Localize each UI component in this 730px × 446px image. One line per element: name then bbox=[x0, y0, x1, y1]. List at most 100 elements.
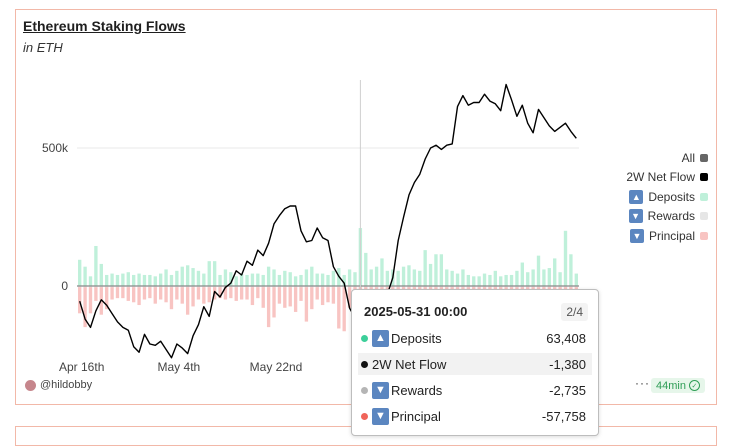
more-options-icon[interactable]: ··· bbox=[635, 376, 650, 390]
principal-bar bbox=[121, 287, 125, 299]
principal-bar bbox=[396, 287, 400, 290]
tooltip-page-indicator[interactable]: 2/4 bbox=[561, 303, 588, 321]
deposit-bar bbox=[191, 268, 195, 286]
deposit-bar bbox=[520, 262, 524, 286]
principal-bar bbox=[504, 287, 508, 290]
deposit-bar bbox=[185, 265, 190, 286]
principal-bar bbox=[234, 287, 238, 301]
legend-item-principal[interactable]: ▼ Principal bbox=[626, 226, 708, 246]
principal-bar bbox=[245, 287, 249, 300]
deposit-bar bbox=[428, 263, 433, 286]
deposit-bar bbox=[347, 269, 352, 286]
legend-item-deposits[interactable]: ▲ Deposits bbox=[626, 187, 708, 207]
deposit-bar bbox=[423, 250, 427, 286]
principal-bar bbox=[450, 287, 454, 290]
deposit-bar bbox=[499, 276, 503, 286]
tooltip-row-rewards: ▼ Rewards -2,735 bbox=[358, 379, 592, 401]
principal-bar bbox=[320, 287, 325, 306]
deposit-bar bbox=[272, 269, 276, 286]
deposit-bar bbox=[288, 272, 292, 286]
chart-title[interactable]: Ethereum Staking Flows bbox=[23, 18, 186, 34]
legend: All 2W Net Flow ▲ Deposits ▼ Rewards ▼ P… bbox=[626, 148, 708, 246]
down-arrow-icon: ▼ bbox=[372, 407, 389, 425]
principal-bar bbox=[542, 287, 546, 290]
deposit-bar bbox=[558, 272, 562, 286]
deposit-bar bbox=[553, 258, 557, 286]
x-tick-label: Apr 16th bbox=[59, 360, 104, 374]
deposit-bar bbox=[137, 273, 141, 286]
deposit-bar bbox=[364, 252, 368, 286]
deposit-bar bbox=[299, 274, 303, 286]
deposit-bar bbox=[126, 272, 130, 286]
tooltip-dot-rewards bbox=[361, 386, 368, 394]
up-arrow-icon: ▲ bbox=[629, 189, 644, 204]
deposit-bar bbox=[256, 273, 260, 286]
legend-swatch-net-flow bbox=[700, 173, 708, 182]
legend-swatch-rewards bbox=[700, 212, 708, 221]
deposit-bar bbox=[509, 274, 514, 286]
chart-tooltip: 2025-05-31 00:00 2/4 ▲ Deposits 63,408 2… bbox=[351, 289, 599, 436]
principal-bar bbox=[401, 287, 406, 290]
deposit-bar bbox=[412, 269, 417, 286]
tooltip-label-net-flow: 2W Net Flow bbox=[372, 356, 447, 372]
principal-bar bbox=[563, 287, 568, 290]
deposit-bar bbox=[94, 245, 98, 286]
principal-bar bbox=[153, 287, 157, 304]
legend-swatch-all bbox=[700, 153, 708, 162]
principal-bar bbox=[185, 287, 190, 315]
deposit-bar bbox=[261, 274, 265, 286]
deposit-bar bbox=[293, 276, 298, 286]
deposit-bar bbox=[455, 273, 460, 286]
tooltip-value-net-flow: -1,380 bbox=[549, 356, 586, 372]
principal-bar bbox=[250, 287, 255, 306]
deposit-bar bbox=[239, 273, 244, 286]
legend-label-net-flow: 2W Net Flow bbox=[626, 170, 695, 185]
deposit-bar bbox=[180, 266, 184, 286]
y-tick-label: 500k bbox=[42, 141, 69, 155]
deposit-bar bbox=[83, 266, 87, 286]
principal-bar bbox=[434, 287, 438, 290]
tooltip-value-rewards: -2,735 bbox=[549, 382, 586, 398]
principal-bar bbox=[536, 287, 541, 290]
author-credit[interactable]: @hildobby bbox=[25, 379, 92, 391]
tooltip-label-rewards: Rewards bbox=[391, 382, 443, 398]
principal-bar bbox=[94, 287, 98, 301]
legend-item-all[interactable]: All bbox=[626, 148, 708, 168]
chart-svg[interactable]: 0 500k Apr 16th May 4th May 22nd bbox=[0, 0, 730, 436]
principal-bar bbox=[326, 287, 330, 303]
principal-bar bbox=[445, 287, 449, 290]
principal-bar bbox=[493, 287, 498, 290]
avatar bbox=[25, 379, 36, 391]
legend-swatch-deposits bbox=[700, 192, 708, 201]
principal-bar bbox=[499, 287, 503, 290]
deposit-bar bbox=[105, 274, 109, 286]
deposit-bar bbox=[202, 273, 206, 286]
principal-bar bbox=[164, 287, 168, 303]
down-arrow-icon: ▼ bbox=[629, 228, 644, 243]
deposit-bar bbox=[439, 254, 444, 286]
deposit-bar bbox=[445, 269, 449, 286]
principal-bar bbox=[126, 287, 130, 301]
principal-bar bbox=[299, 287, 303, 301]
principal-bar bbox=[331, 287, 336, 304]
legend-item-net-flow[interactable]: 2W Net Flow bbox=[626, 168, 708, 188]
deposit-bar bbox=[266, 266, 271, 286]
principal-bar bbox=[342, 287, 346, 332]
principal-bar bbox=[477, 287, 481, 290]
refresh-status-badge[interactable]: 44min ✓ bbox=[651, 378, 705, 393]
legend-item-rewards[interactable]: ▼ Rewards bbox=[626, 207, 708, 227]
deposit-bar bbox=[196, 270, 201, 286]
deposit-bar bbox=[320, 273, 325, 286]
tooltip-row-deposits: ▲ Deposits 63,408 bbox=[358, 327, 592, 349]
tooltip-value-deposits: 63,408 bbox=[546, 330, 586, 346]
deposit-bar bbox=[245, 274, 249, 286]
principal-bar bbox=[207, 287, 211, 303]
principal-bar bbox=[472, 287, 476, 290]
deposit-bar bbox=[504, 274, 508, 286]
deposit-bar bbox=[304, 269, 309, 286]
principal-bar bbox=[558, 287, 562, 290]
legend-swatch-principal bbox=[700, 231, 708, 240]
principal-bar bbox=[439, 287, 444, 290]
deposit-bar bbox=[164, 269, 168, 286]
principal-bar bbox=[461, 287, 465, 290]
